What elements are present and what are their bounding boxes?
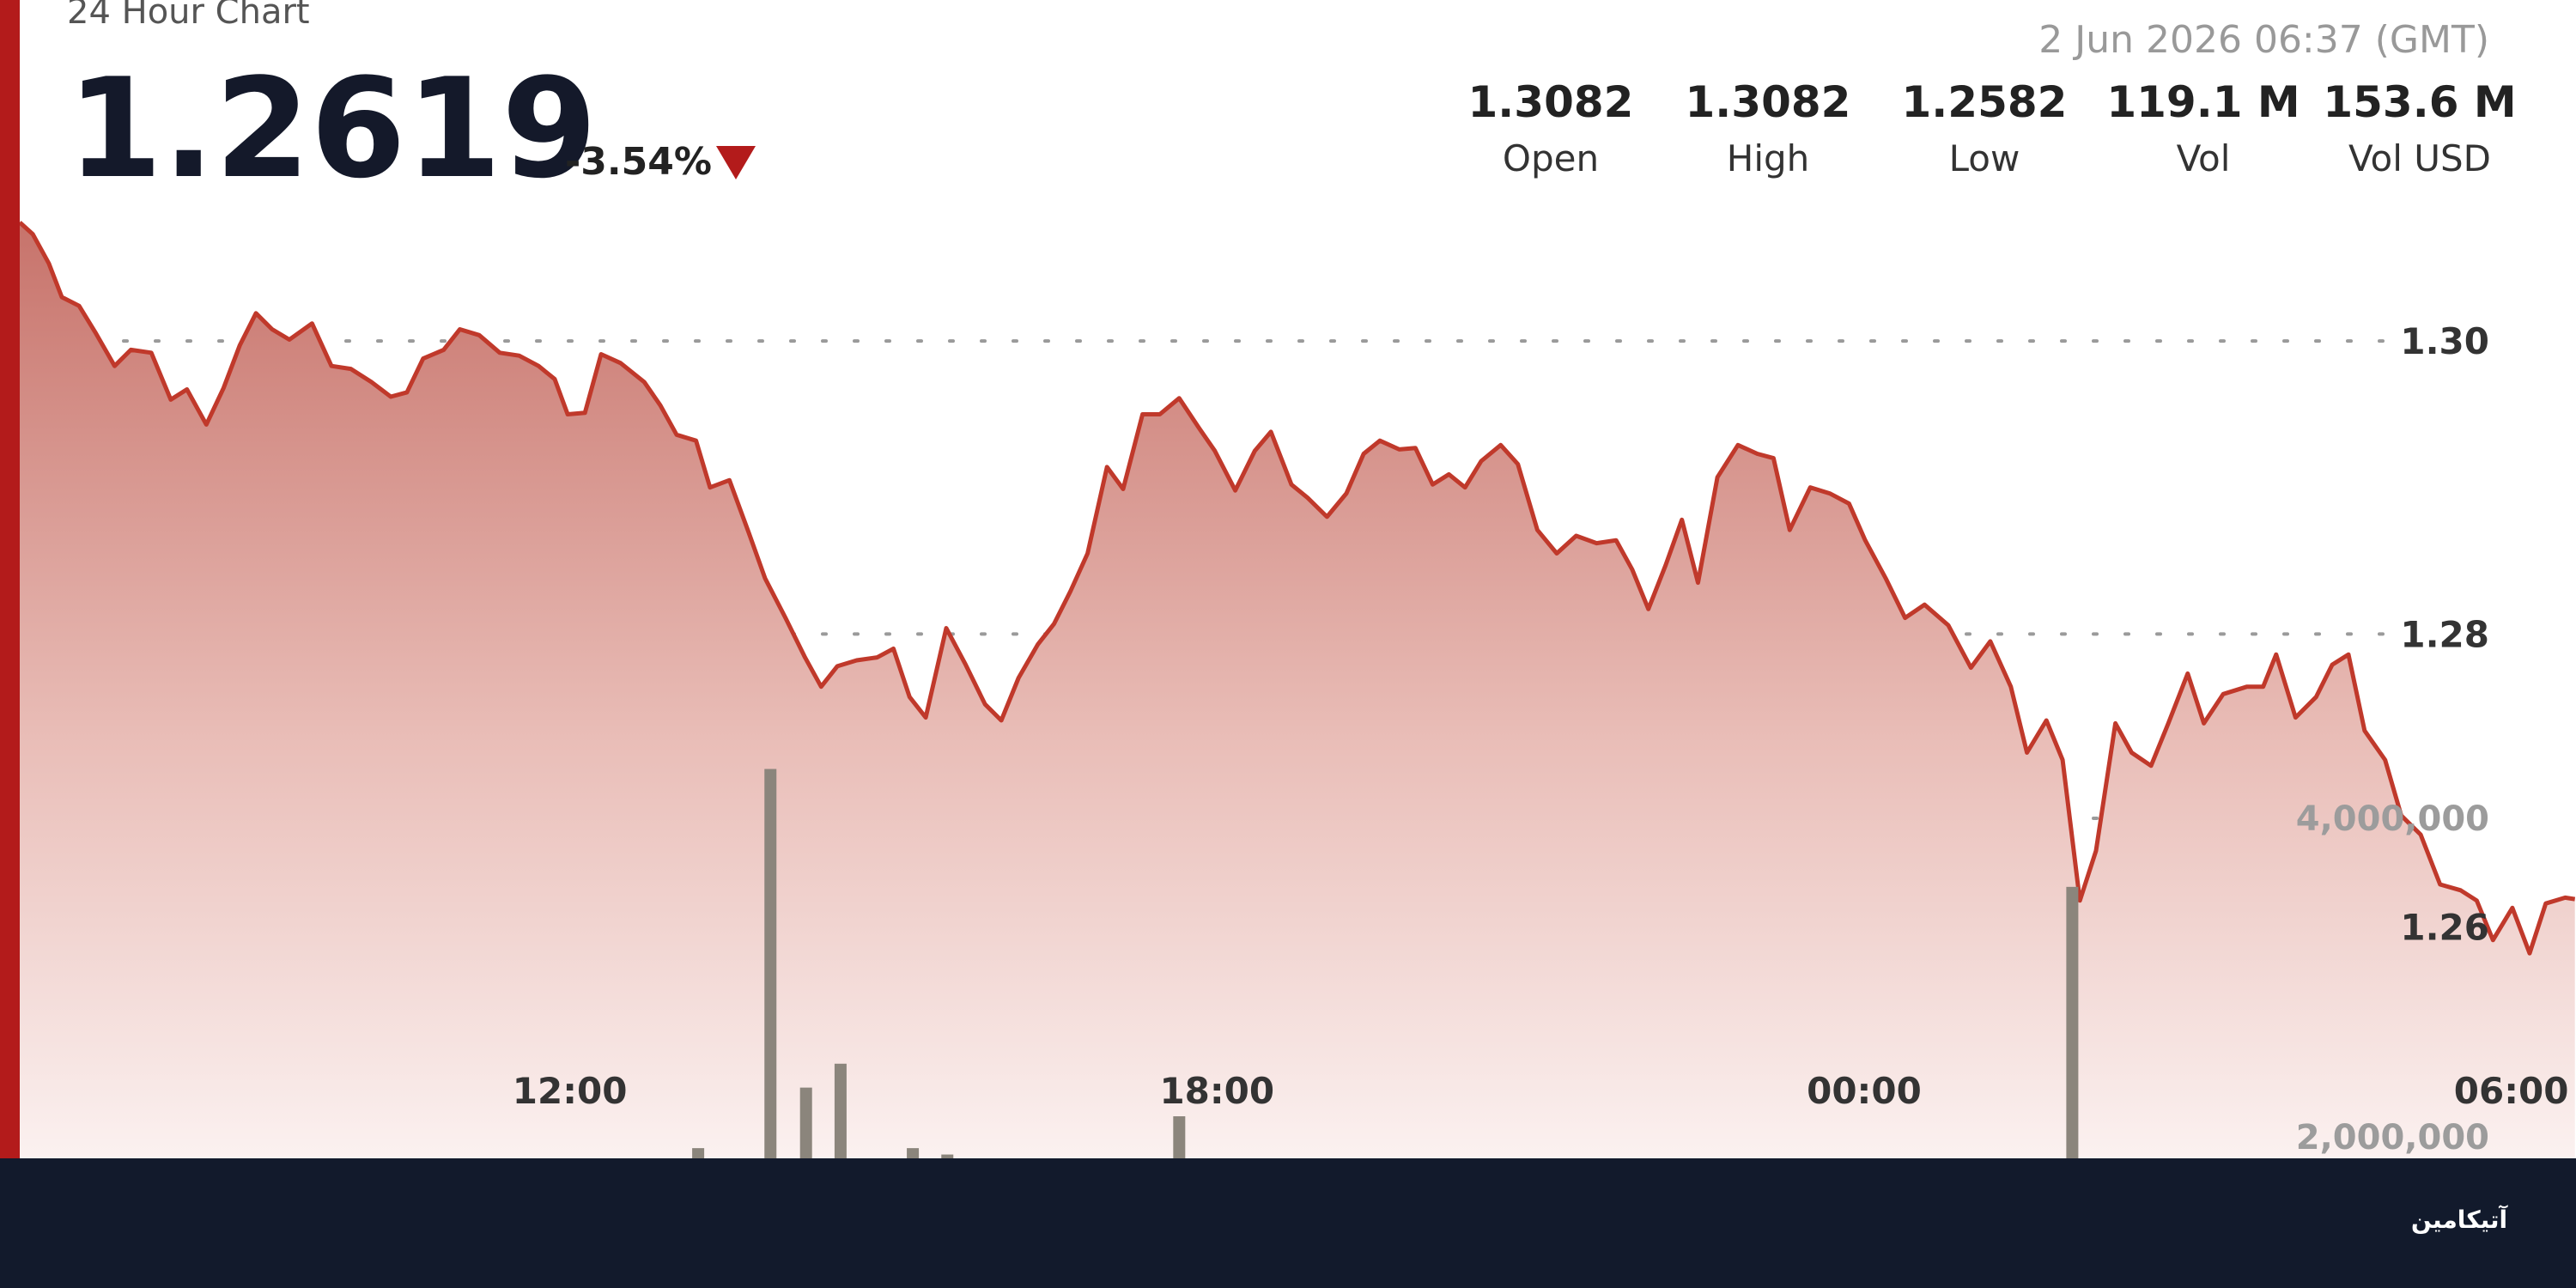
volume-bar — [1173, 1116, 1186, 1158]
y-tick-label: 1.30 — [2400, 320, 2489, 362]
volume-bar — [941, 1154, 954, 1158]
volume-bar — [907, 1148, 920, 1158]
price: 1.2619 — [67, 48, 597, 209]
x-tick-label: 00:00 — [1807, 1070, 1922, 1112]
volume-bar — [764, 769, 777, 1158]
stat-label: Low — [1949, 137, 2020, 179]
stat-value: 119.1 M — [2106, 77, 2300, 127]
footer — [0, 1158, 2576, 1288]
data — [18, 221, 2576, 1158]
logo: آتیکامین — [2411, 1205, 2509, 1234]
down-arrow — [716, 146, 756, 179]
x-tick-label: 12:00 — [513, 1070, 628, 1112]
volume-bar — [799, 1087, 812, 1158]
y-tick-label: 1.28 — [2400, 613, 2489, 655]
change: -3.54% — [565, 140, 712, 184]
plot: 1.26 1.28 1.30 2,000,000 4,000,000 12:00 18:00… — [18, 221, 2576, 1158]
stat-label: Vol USD — [2348, 137, 2491, 179]
stat-value: 1.3082 — [1468, 77, 1634, 127]
chart-title: 24 Hour Chart — [67, 0, 310, 32]
y2-tick-label: 2,000,000 — [2296, 1118, 2489, 1157]
stat-value: 1.2582 — [1902, 77, 2068, 127]
labels: 1.26 1.28 1.30 2,000,000 4,000,000 12:00 18:00… — [513, 320, 2569, 1157]
timestamp: 2 Jun 2026 06:37 (GMT) — [2038, 18, 2489, 62]
y2-tick-label: 4,000,000 — [2296, 799, 2489, 839]
y-tick-label: 1.26 — [2400, 906, 2489, 948]
area-fill — [20, 222, 2575, 1158]
volume-bar — [2066, 886, 2079, 1158]
side-bar — [0, 0, 20, 1158]
volume-bar — [692, 1148, 705, 1158]
stat-label: Open — [1503, 137, 1599, 179]
stat-label: High — [1727, 137, 1810, 179]
stat-value: 153.6 M — [2323, 77, 2516, 127]
stat-value: 1.3082 — [1686, 77, 1851, 127]
stat-label: Vol — [2177, 137, 2231, 179]
price-line — [18, 221, 2576, 956]
x-tick-label: 18:00 — [1159, 1070, 1274, 1112]
volume-bar — [834, 1063, 847, 1158]
stats: 1.3082 Open 1.3082 High 1.2582 Low 119.1 M Vol 1… — [1468, 77, 2517, 179]
x-tick-label: 06:00 — [2454, 1070, 2569, 1112]
